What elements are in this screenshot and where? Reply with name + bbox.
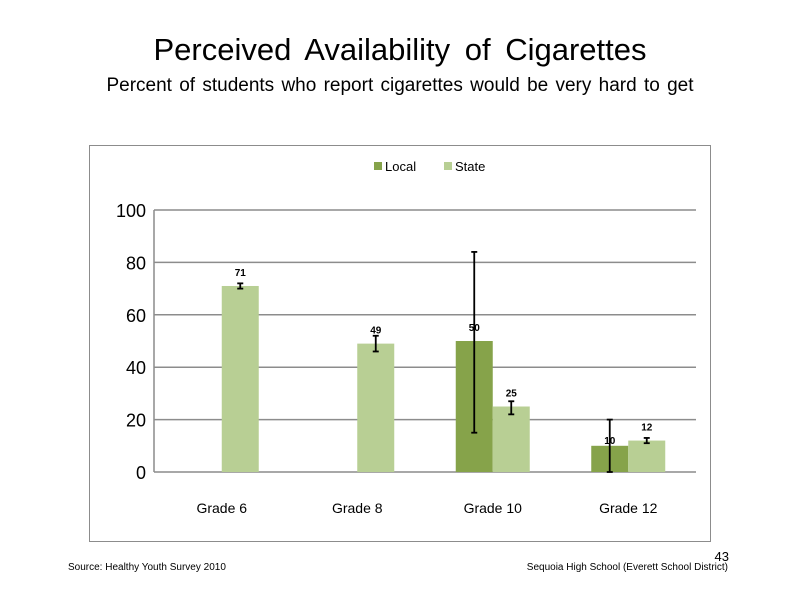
y-tick-label: 20 xyxy=(126,411,146,431)
data-label: 25 xyxy=(506,389,518,400)
x-tick-label: Grade 8 xyxy=(332,500,383,516)
x-tick-label: Grade 6 xyxy=(196,500,247,516)
legend-swatch-state xyxy=(444,162,452,170)
bar-chart: 0 20 40 60 80 100 71 Grade 6 49 Grade 8 50 25 Grade … xyxy=(116,159,696,516)
y-tick-label: 60 xyxy=(126,306,146,326)
school-note: Sequoia High School (Everett School Dist… xyxy=(526,562,728,573)
chart-frame: 0 20 40 60 80 100 71 Grade 6 49 Grade 8 50 25 Grade … xyxy=(89,145,711,542)
data-label: 50 xyxy=(469,323,481,334)
y-tick-label: 40 xyxy=(126,358,146,378)
slide-subtitle: Percent of students who report cigarette… xyxy=(106,75,694,96)
legend-label: State xyxy=(455,159,485,174)
data-label: 10 xyxy=(604,436,616,447)
bar-state xyxy=(628,440,666,472)
slide-title: Perceived Availability of Cigarettes xyxy=(153,32,647,67)
y-tick-label: 100 xyxy=(116,201,146,221)
page-number: 43 xyxy=(714,549,729,564)
data-label: 12 xyxy=(641,423,653,434)
legend-swatch-local xyxy=(374,162,382,170)
source-note: Source: Healthy Youth Survey 2010 xyxy=(68,562,226,573)
data-label: 71 xyxy=(235,268,247,279)
y-tick-label: 80 xyxy=(126,253,146,273)
y-tick-label: 0 xyxy=(136,463,146,483)
x-tick-label: Grade 12 xyxy=(599,500,658,516)
legend-label: Local xyxy=(385,159,416,174)
data-label: 49 xyxy=(370,326,382,337)
x-tick-label: Grade 10 xyxy=(464,500,523,516)
bar-state xyxy=(357,343,395,472)
bar-state xyxy=(221,285,259,472)
bar-state xyxy=(492,406,530,472)
